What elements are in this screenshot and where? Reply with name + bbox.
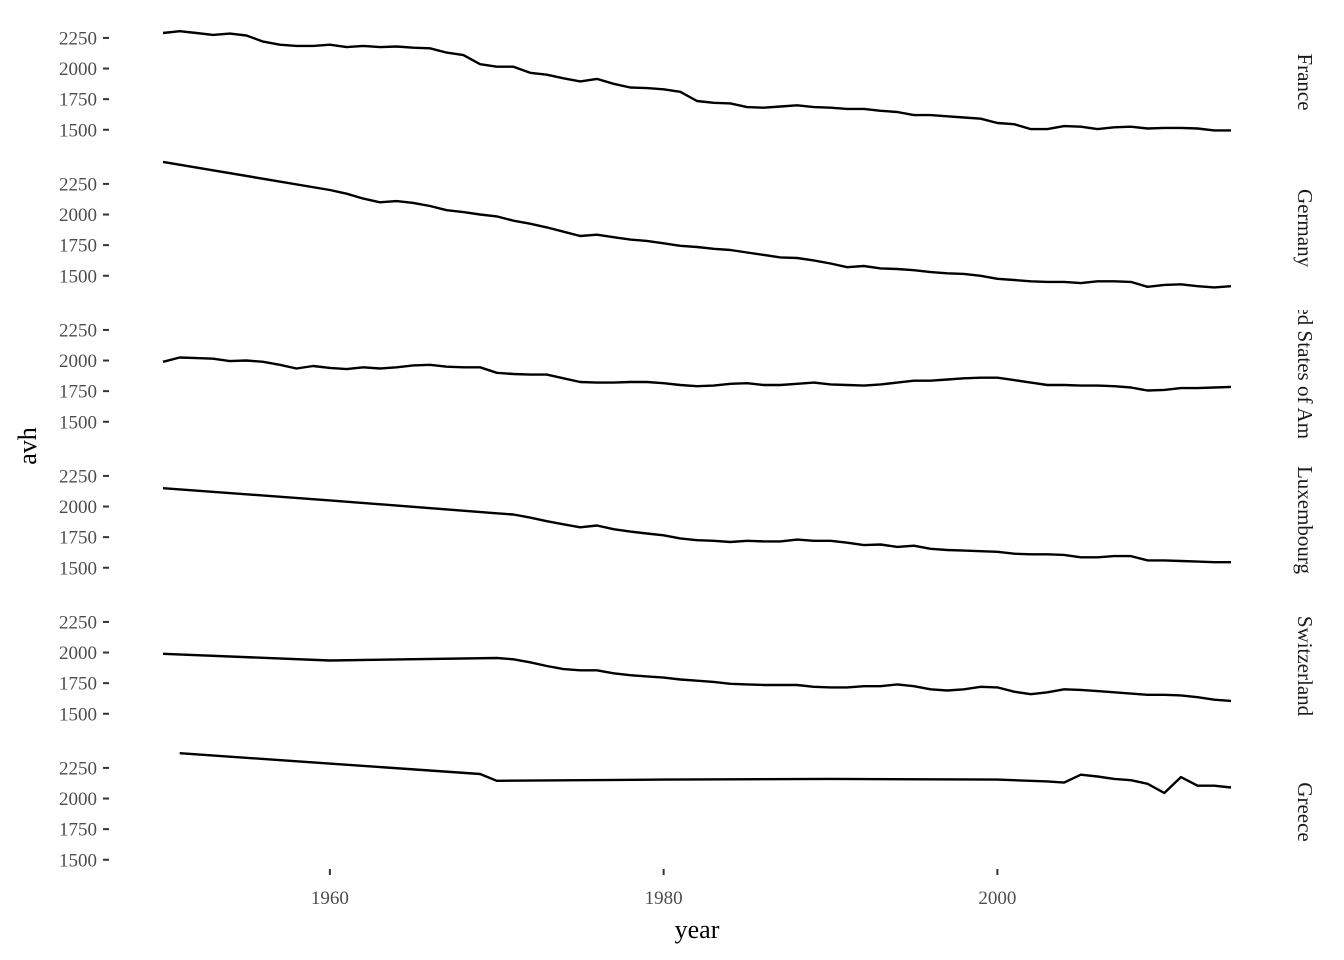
y-tick-label: 2000 [59,789,97,810]
x-axis: 1960 1980 2000 [311,869,1016,909]
chart-panels: 1500 1750 2000 2250 France 1500 1750 2000 2250 Ge… [59,28,1317,871]
strip-label-group: Luxembourg [1293,466,1317,575]
y-tick-label: 2250 [59,28,97,49]
y-tick-label: 1750 [59,674,97,695]
strip-label-group: Germany [1293,189,1317,268]
y-tick-label: 2000 [59,59,97,80]
facet-panel: 1500 1750 2000 2250 France [59,28,1317,141]
x-axis-title: year [675,915,720,944]
y-tick-label: 1500 [59,558,97,579]
y-tick-label: 1750 [59,820,97,841]
facet-panel: 1500 1750 2000 2250 Luxembourg [59,466,1317,579]
strip-label-group: United States of America [1293,268,1317,480]
y-tick-label: 2250 [59,466,97,487]
facet-panel: 1500 1750 2000 2250 United States of America [59,268,1317,480]
y-tick-label: 1750 [59,90,97,111]
series-line [162,356,1232,392]
y-tick-label: 2250 [59,320,97,341]
facet-panel: 1500 1750 2000 2250 Greece [59,752,1317,871]
y-tick-label: 1500 [59,412,97,433]
x-tick-label: 2000 [978,888,1016,909]
series-line [162,652,1232,703]
y-tick-label: 1750 [59,382,97,403]
y-tick-label: 2250 [59,612,97,633]
strip-label-group: Switzerland [1293,616,1317,717]
y-tick-label: 1750 [59,528,97,549]
strip-label: Switzerland [1293,616,1317,717]
x-tick-label: 1960 [311,888,349,909]
y-tick-label: 2250 [59,174,97,195]
x-tick-label: 1980 [645,888,683,909]
y-tick-label: 1500 [59,266,97,287]
series-line [179,752,1232,795]
y-tick-label: 2000 [59,497,97,518]
series-line [162,487,1231,564]
y-tick-label: 2000 [59,643,97,664]
y-tick-label: 1750 [59,236,97,257]
y-axis-title: avh [13,427,42,465]
y-tick-label: 1500 [59,704,97,725]
y-tick-label: 1500 [59,850,97,871]
strip-label: Luxembourg [1293,466,1317,575]
y-tick-label: 1500 [59,120,97,141]
strip-label: France [1293,53,1317,110]
facet-panel: 1500 1750 2000 2250 Germany [59,160,1317,289]
strip-label: Greece [1293,782,1317,841]
series-line [162,30,1231,132]
strip-label-group: France [1293,53,1317,110]
facet-panel: 1500 1750 2000 2250 Switzerland [59,612,1317,725]
series-line [162,160,1232,289]
strip-label: Germany [1293,189,1317,268]
y-tick-label: 2000 [59,351,97,372]
y-tick-label: 2000 [59,205,97,226]
y-tick-label: 2250 [59,758,97,779]
strip-label-group: Greece [1293,782,1317,841]
strip-label: United States of America [1293,268,1317,480]
